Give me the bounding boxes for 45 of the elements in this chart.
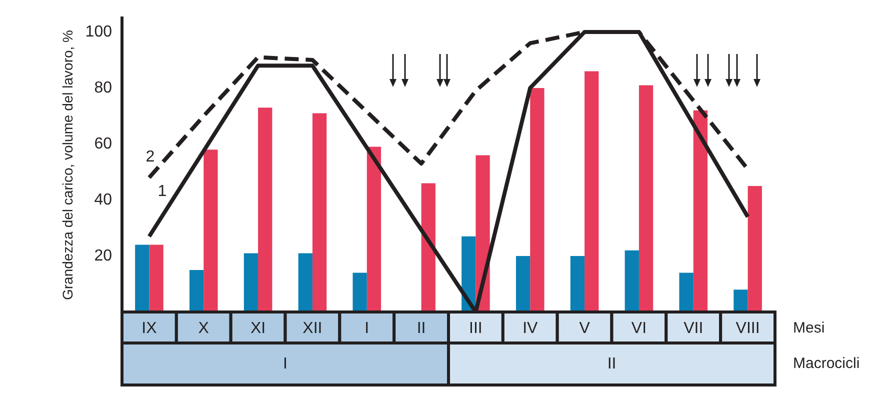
y-tick-label: 80 bbox=[94, 79, 112, 96]
x-tick-label: VII bbox=[684, 320, 704, 337]
x-tick-label: III bbox=[469, 320, 482, 337]
series-label: 2 bbox=[146, 148, 155, 166]
bar bbox=[244, 253, 258, 312]
bar bbox=[204, 150, 218, 312]
y-tick-label: 60 bbox=[94, 135, 112, 152]
bar bbox=[570, 256, 585, 312]
bar bbox=[366, 146, 382, 312]
x-axis-title: Mesi bbox=[793, 320, 825, 337]
bar bbox=[748, 186, 762, 312]
x-tick-label: IV bbox=[522, 320, 538, 337]
bar bbox=[584, 71, 599, 312]
y-axis-title: Grandezza del carico, volume del lavoro, % bbox=[59, 30, 76, 300]
bar bbox=[530, 88, 544, 312]
x-tick-label: I bbox=[364, 320, 370, 337]
bar bbox=[693, 110, 708, 312]
x-tick-label: X bbox=[198, 320, 210, 337]
bar bbox=[189, 270, 204, 312]
bar bbox=[312, 113, 327, 312]
text: I bbox=[283, 355, 288, 372]
x-tick-label: II bbox=[416, 320, 426, 337]
y-tick-label: 40 bbox=[94, 191, 112, 208]
bar bbox=[638, 85, 654, 312]
bar bbox=[149, 244, 164, 312]
x-tick-label: XII bbox=[302, 320, 322, 337]
text: II bbox=[607, 355, 616, 372]
y-tick-label: 100 bbox=[85, 23, 112, 40]
bar bbox=[734, 290, 748, 312]
x-tick-label: V bbox=[579, 320, 590, 337]
x-tick-label: XI bbox=[250, 320, 266, 337]
x-tick-label: VIII bbox=[736, 320, 760, 337]
y-tick-label: 20 bbox=[94, 247, 112, 264]
bar bbox=[421, 183, 436, 312]
bar bbox=[258, 108, 272, 312]
bar bbox=[135, 244, 150, 312]
bar bbox=[516, 256, 530, 312]
bar bbox=[298, 253, 312, 312]
x-tick-label: IX bbox=[142, 320, 158, 337]
bar bbox=[624, 250, 639, 312]
bar bbox=[352, 272, 367, 312]
text: Macrocicli bbox=[793, 355, 860, 372]
bar bbox=[679, 272, 694, 312]
x-tick-label: VI bbox=[631, 320, 647, 337]
series-label: 1 bbox=[158, 183, 167, 200]
